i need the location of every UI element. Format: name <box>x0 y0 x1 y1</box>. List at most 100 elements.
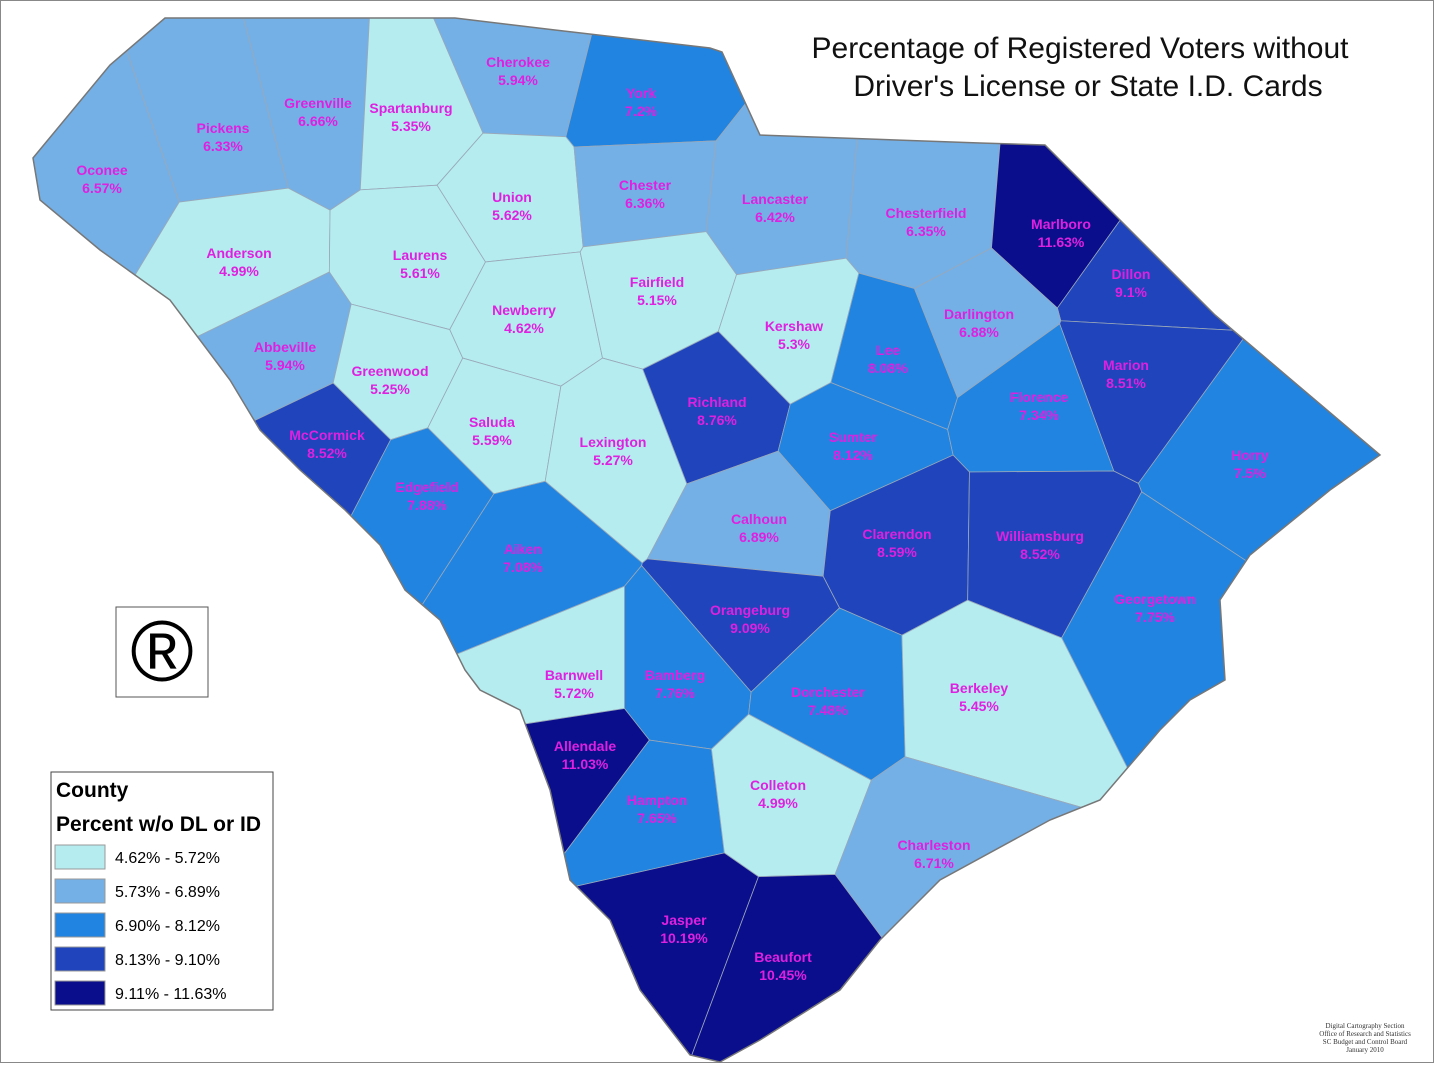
county-name: Richland <box>687 394 746 410</box>
county <box>565 18 829 148</box>
county-value: 6.57% <box>82 180 122 196</box>
county-value: 7.48% <box>808 702 848 718</box>
county-value: 4.62% <box>504 320 544 336</box>
county-name: Hampton <box>627 792 688 808</box>
county-value: 7.88% <box>407 497 447 513</box>
county-value: 7.08% <box>503 559 543 575</box>
county-name: Fairfield <box>630 274 684 290</box>
county-name: Edgefield <box>395 479 458 495</box>
county-name: Chester <box>619 177 672 193</box>
county-name: Berkeley <box>950 680 1009 696</box>
county-name: Spartanburg <box>369 100 452 116</box>
county-name: Kershaw <box>765 318 823 334</box>
county-value: 10.19% <box>660 930 708 946</box>
county-name: Greenville <box>284 95 352 111</box>
county-value: 5.45% <box>959 698 999 714</box>
county-name: Sumter <box>829 429 878 445</box>
county-name: Marlboro <box>1031 216 1091 232</box>
county <box>226 852 759 1062</box>
credit-line: Digital Cartography Section <box>1326 1022 1405 1030</box>
county-name: Colleton <box>750 777 806 793</box>
county-value: 8.59% <box>877 544 917 560</box>
county-name: McCormick <box>289 427 365 443</box>
county-name: Dillon <box>1112 266 1151 282</box>
county-name: Clarendon <box>862 526 931 542</box>
county-value: 5.35% <box>391 118 431 134</box>
county <box>1061 491 1380 1062</box>
county-value: 11.63% <box>1038 234 1085 250</box>
legend-label: 8.13% - 9.10% <box>115 952 220 969</box>
county-name: Darlington <box>944 306 1014 322</box>
county-value: 5.25% <box>370 381 410 397</box>
county-name: Allendale <box>554 738 616 754</box>
county-name: Barnwell <box>545 667 603 683</box>
legend-title: County <box>56 779 129 802</box>
county-value: 8.08% <box>868 360 908 376</box>
county-value: 7.34% <box>1019 407 1059 423</box>
county-name: Anderson <box>206 245 271 261</box>
county-value: 10.45% <box>759 967 807 983</box>
county-name: Newberry <box>492 302 556 318</box>
county-name: Laurens <box>393 247 448 263</box>
county-name: Chesterfield <box>886 205 967 221</box>
county-name: Abbeville <box>254 339 316 355</box>
county-value: 5.15% <box>637 292 677 308</box>
county-value: 5.3% <box>778 336 810 352</box>
county-name: Saluda <box>469 414 515 430</box>
county-value: 6.88% <box>959 324 999 340</box>
county-value: 6.35% <box>906 223 946 239</box>
symbol-box <box>115 606 209 698</box>
county-name: Oconee <box>76 162 128 178</box>
county-name: Dorchester <box>791 684 865 700</box>
county-value: 6.89% <box>739 529 779 545</box>
county-value: 4.99% <box>219 263 259 279</box>
county-value: 6.36% <box>625 195 665 211</box>
county-name: Pickens <box>197 120 250 136</box>
legend-swatch <box>54 946 106 972</box>
county-value: 7.65% <box>637 810 677 826</box>
county-name: Lancaster <box>742 191 809 207</box>
county-name: York <box>626 85 656 101</box>
state-outline <box>32 17 1382 1063</box>
county-value: 5.27% <box>593 452 633 468</box>
county-value: 7.2% <box>625 103 657 119</box>
county-name: Jasper <box>661 912 707 928</box>
county-name: Lexington <box>580 434 647 450</box>
county-value: 5.72% <box>554 685 594 701</box>
county-name: Calhoun <box>731 511 787 527</box>
county-value: 6.42% <box>755 209 795 225</box>
county-value: 7.76% <box>655 685 695 701</box>
county-name: Bamberg <box>645 667 706 683</box>
legend-label: 4.62% - 5.72% <box>115 850 220 867</box>
county-name: Williamsburg <box>996 528 1084 544</box>
county-value: 8.12% <box>833 447 873 463</box>
county-value: 8.52% <box>307 445 347 461</box>
county-value: 8.51% <box>1106 375 1146 391</box>
county-name: Aiken <box>504 541 542 557</box>
county-name: Florence <box>1010 389 1069 405</box>
county-name: Beaufort <box>754 949 812 965</box>
county-value: 6.33% <box>203 138 243 154</box>
county-name: Lee <box>876 342 900 358</box>
county-name: Union <box>492 189 532 205</box>
title-line: Driver's License or State I.D. Cards <box>853 70 1322 103</box>
county-value: 9.1% <box>1115 284 1147 300</box>
county-value: 6.66% <box>298 113 338 129</box>
county-value: 5.61% <box>400 265 440 281</box>
title-line: Percentage of Registered Voters without <box>812 32 1350 65</box>
legend-swatch <box>54 878 106 904</box>
legend-label: 5.73% - 6.89% <box>115 884 220 901</box>
county-name: Orangeburg <box>710 602 790 618</box>
county-name: Horry <box>1231 447 1269 463</box>
credit-line: SC Budget and Control Board <box>1323 1038 1408 1046</box>
county-value: 6.71% <box>914 855 954 871</box>
county-name: Greenwood <box>351 363 428 379</box>
county-value: 7.5% <box>1234 465 1266 481</box>
county-name: Cherokee <box>486 54 550 70</box>
legend-swatch <box>54 980 106 1006</box>
credit-line: Office of Research and Statistics <box>1319 1030 1411 1038</box>
county-value: 4.99% <box>758 795 798 811</box>
county-name: Georgetown <box>1114 591 1196 607</box>
